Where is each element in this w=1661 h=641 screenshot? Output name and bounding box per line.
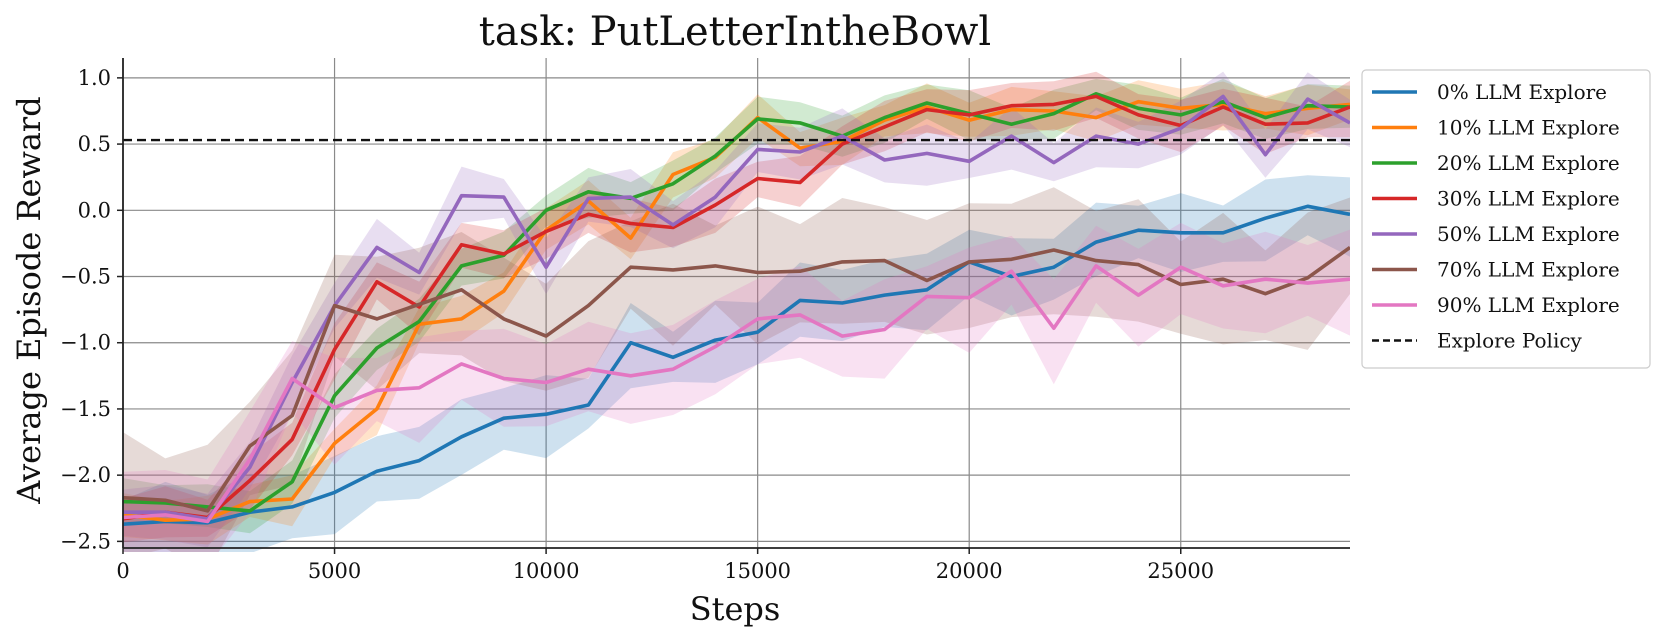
confidence-band-6: [123, 222, 1350, 552]
legend-label: 10% LLM Explore: [1437, 116, 1620, 140]
confidence-band-2: [123, 78, 1350, 534]
series-line-0: [123, 204, 1350, 526]
confidence-band-1: [123, 80, 1350, 545]
chart-title: task: PutLetterIntheBowl: [479, 9, 991, 55]
x-tick-label: 15000: [724, 559, 791, 583]
confidence-band-3: [123, 71, 1350, 543]
series-line-5: [123, 245, 1350, 513]
legend-label: 0% LLM Explore: [1437, 80, 1607, 104]
y-tick-label: 0.5: [78, 132, 111, 156]
confidence-band-5: [123, 187, 1350, 552]
legend-label: 90% LLM Explore: [1437, 293, 1620, 317]
y-tick-label: −2.0: [60, 463, 111, 487]
y-tick-label: −0.5: [60, 265, 111, 289]
x-tick-label: 0: [116, 559, 129, 583]
y-tick-label: 0.0: [78, 198, 111, 222]
y-tick-label: −1.0: [60, 331, 111, 355]
x-tick-label: 20000: [936, 559, 1003, 583]
tick-labels: 0 5000 10000 15000 20000 25000 1.0 0.5 0.0 −0.5 −1…: [60, 66, 1214, 583]
legend-label: 50% LLM Explore: [1437, 222, 1620, 246]
axes: [117, 58, 1350, 554]
confidence-bands: [123, 71, 1350, 552]
x-axis-label: Steps: [690, 590, 781, 628]
x-tick-label: 25000: [1147, 559, 1214, 583]
legend-box: [1361, 69, 1651, 369]
x-tick-label: 5000: [308, 559, 361, 583]
y-tick-label: −2.5: [60, 529, 111, 553]
series-line-2: [123, 92, 1350, 513]
y-tick-label: 1.0: [78, 66, 111, 90]
series-line-6: [123, 264, 1350, 524]
series-line-3: [123, 94, 1350, 521]
y-tick-label: −1.5: [60, 397, 111, 421]
legend-label: 70% LLM Explore: [1437, 258, 1620, 282]
legend-label: 30% LLM Explore: [1437, 187, 1620, 211]
y-axis-label: Average Episode Reward: [10, 96, 48, 504]
x-tick-label: 10000: [513, 559, 580, 583]
legend: 0% LLM Explore 10% LLM Explore 20% LLM Exp…: [1361, 69, 1651, 369]
legend-label: 20% LLM Explore: [1437, 151, 1620, 175]
series-lines: [123, 92, 1350, 526]
series-line-4: [123, 94, 1350, 521]
confidence-band-4: [123, 71, 1350, 548]
legend-label: Explore Policy: [1437, 329, 1583, 353]
